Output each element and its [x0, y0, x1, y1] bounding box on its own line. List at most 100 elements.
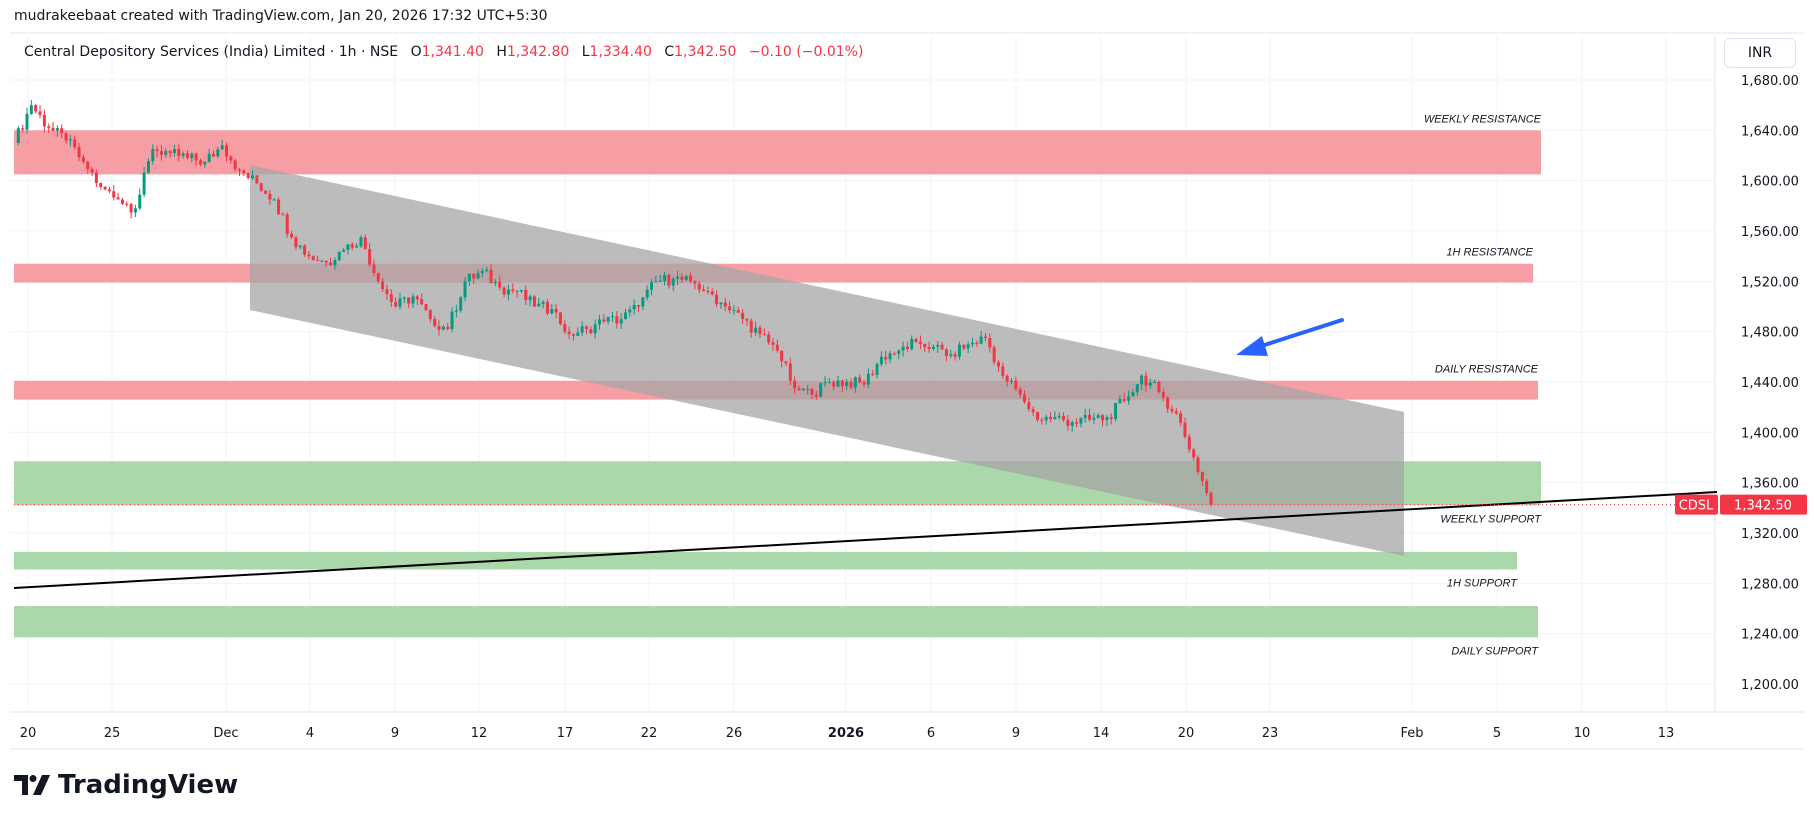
time-axis-label: 6 — [927, 726, 935, 741]
candle-body — [1170, 408, 1174, 412]
logo-text: TradingView — [58, 770, 239, 800]
candle-body — [1101, 415, 1105, 421]
candle-body — [368, 249, 372, 265]
candle-body — [693, 281, 697, 284]
time-axis-label: 20 — [1178, 726, 1195, 741]
candle-body — [142, 172, 146, 195]
candle-body — [927, 347, 931, 350]
candle-body — [467, 273, 471, 282]
candle-body — [1010, 380, 1013, 382]
candle-body — [528, 296, 532, 301]
candle-body — [975, 342, 979, 344]
candle-body — [1001, 366, 1005, 376]
candle-body — [259, 183, 263, 191]
candle-body — [272, 199, 276, 201]
candle-body — [758, 327, 762, 335]
candle-body — [86, 161, 90, 169]
candle-body — [381, 281, 385, 290]
candle-body — [212, 153, 215, 157]
candle-body — [702, 289, 706, 291]
candle-body — [992, 347, 996, 363]
candle-body — [563, 324, 567, 332]
candle-body — [541, 301, 545, 304]
candle-body — [402, 297, 406, 299]
candle-body — [333, 260, 337, 266]
candle-body — [459, 297, 463, 311]
candle-body — [1140, 375, 1144, 385]
candle-body — [1018, 389, 1022, 395]
candle-body — [47, 126, 51, 128]
candle-body — [1200, 472, 1204, 481]
candle-body — [25, 113, 29, 130]
price-axis-label: 1,600.00 — [1741, 175, 1799, 190]
price-axis-label: 1,240.00 — [1741, 628, 1799, 643]
candle-body — [515, 290, 519, 292]
symbol-name[interactable]: Central Depository Services (India) Limi… — [24, 44, 399, 60]
candle-body — [637, 305, 641, 307]
candle-body — [203, 161, 207, 165]
candle-body — [667, 274, 671, 286]
candle-body — [77, 147, 81, 158]
candle-body — [931, 346, 935, 350]
candle-body — [1079, 417, 1083, 424]
candle-body — [654, 281, 658, 283]
candle-body — [676, 276, 680, 279]
candle-body — [537, 303, 541, 307]
time-axis-label: 17 — [557, 726, 574, 741]
candle-body — [580, 326, 584, 333]
candle-body — [506, 289, 510, 295]
candle-body — [55, 128, 59, 131]
symbol-legend: Central Depository Services (India) Limi… — [24, 44, 863, 60]
candle-body — [1187, 436, 1191, 450]
candle-body — [42, 114, 46, 127]
candle-body — [827, 381, 831, 383]
candle-body — [268, 193, 272, 200]
candle-body — [1023, 394, 1027, 403]
candle-body — [294, 237, 298, 248]
candle-body — [628, 309, 632, 313]
zone-support — [14, 551, 1517, 570]
candle-body — [1148, 382, 1152, 386]
close-value: 1,342.50 — [674, 44, 737, 60]
currency-button[interactable]: INR — [1724, 38, 1796, 68]
candle-body — [936, 344, 940, 347]
candle-body — [641, 297, 645, 307]
candle-body — [988, 337, 992, 348]
candle-body — [264, 190, 268, 194]
candle-body — [767, 334, 771, 343]
zone-label: 1H RESISTANCE — [1446, 247, 1533, 259]
candle-body — [316, 259, 320, 261]
candle-body — [346, 244, 350, 250]
candle-body — [658, 280, 662, 282]
candle-body — [342, 249, 346, 252]
zone-label: DAILY RESISTANCE — [1435, 364, 1539, 376]
candle-body — [849, 381, 853, 388]
candle-body — [663, 274, 667, 281]
candle-body — [910, 339, 914, 350]
time-axis-label: 23 — [1262, 726, 1279, 741]
candle-body — [446, 326, 450, 330]
candle-body — [1114, 402, 1118, 419]
candle-body — [624, 312, 628, 320]
candle-body — [99, 182, 103, 187]
candle-body — [389, 294, 393, 302]
candle-body — [840, 380, 844, 387]
candle-body — [689, 275, 693, 282]
candle-body — [780, 350, 784, 362]
candle-body — [359, 237, 363, 247]
candle-body — [1044, 416, 1048, 421]
tradingview-logo[interactable]: TradingView — [14, 770, 238, 800]
candle-body — [337, 251, 341, 261]
candle-body — [983, 336, 987, 338]
candle-body — [957, 344, 961, 357]
candle-body — [1135, 384, 1139, 393]
candle-body — [1161, 392, 1165, 398]
ticker-badge — [1675, 494, 1718, 515]
candle-body — [511, 289, 515, 291]
candle-body — [597, 319, 601, 325]
candle-body — [611, 316, 614, 318]
watermark-text: mudrakeebaat created with TradingView.co… — [14, 8, 548, 24]
candle-body — [480, 271, 484, 273]
candle-body — [784, 361, 788, 364]
